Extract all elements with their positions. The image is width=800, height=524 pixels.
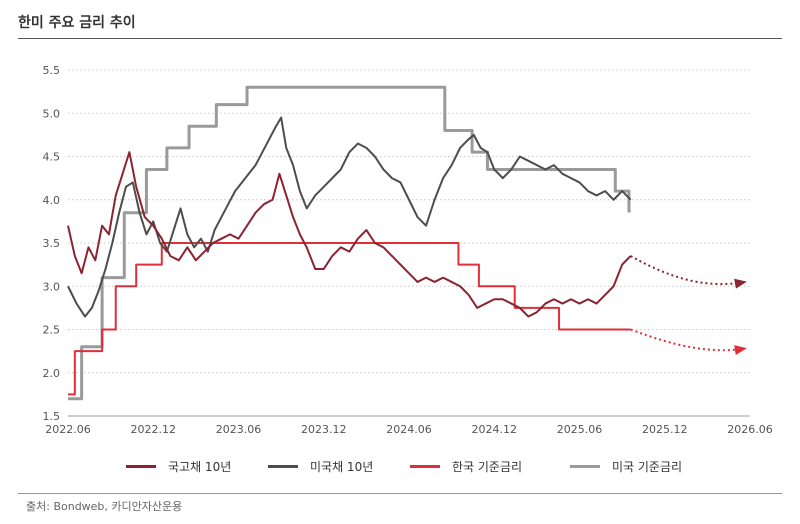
series-layer <box>67 85 632 401</box>
title-divider <box>18 38 782 39</box>
legend-item-us-base: 미국 기준금리 <box>570 458 682 475</box>
x-tick-label: 2022.06 <box>45 423 91 436</box>
x-tick-label: 2023.06 <box>216 423 262 436</box>
chart-title: 한미 주요 금리 추이 <box>18 15 136 31</box>
axes: 1.5 2.0 2.5 3.0 3.5 4.0 4.5 5.0 5.5 2022.06 2022.1… <box>43 64 773 436</box>
x-tick-label: 2024.06 <box>386 423 432 436</box>
legend-label: 한국 기준금리 <box>452 460 523 474</box>
projection-layer <box>630 255 747 355</box>
legend-label: 국고채 10년 <box>168 460 232 474</box>
x-tick-label: 2026.06 <box>727 423 773 436</box>
series-line-2 <box>68 242 631 396</box>
x-tick-label: 2022.12 <box>131 423 177 436</box>
legend-swatch <box>126 465 156 468</box>
y-tick-label: 1.5 <box>43 410 61 423</box>
legend-item-kr-base: 한국 기준금리 <box>410 458 522 475</box>
y-tick-label: 2.0 <box>43 367 61 380</box>
x-tick-label: 2024.12 <box>472 423 518 436</box>
legend-label: 미국 기준금리 <box>612 460 683 474</box>
projection-arrowhead <box>734 345 747 355</box>
x-tick-label: 2025.06 <box>557 423 603 436</box>
projection-line <box>630 328 746 352</box>
grid-lines <box>68 69 750 374</box>
legend-swatch <box>570 465 600 468</box>
y-tick-label: 5.0 <box>43 107 61 120</box>
y-tick-label: 4.0 <box>43 194 61 207</box>
projection-line <box>630 255 746 286</box>
y-tick-label: 4.5 <box>43 151 61 164</box>
legend-item-kr-10y: 국고채 10년 <box>126 458 231 475</box>
y-tick-label: 2.5 <box>43 324 61 337</box>
footer-divider <box>18 493 782 494</box>
legend: 국고채 10년 미국채 10년 한국 기준금리 미국 기준금리 <box>0 458 800 478</box>
legend-swatch <box>410 465 440 468</box>
source-note: 출처: Bondweb, 카디안자산운용 <box>26 500 183 513</box>
y-tick-label: 3.0 <box>43 280 61 293</box>
y-tick-label: 5.5 <box>43 64 61 77</box>
x-tick-label: 2025.12 <box>642 423 688 436</box>
series-line-0 <box>67 151 632 318</box>
series-line-3 <box>68 85 631 401</box>
y-tick-label: 3.5 <box>43 237 61 250</box>
legend-swatch <box>268 465 298 468</box>
legend-label: 미국채 10년 <box>310 460 374 474</box>
x-tick-label: 2023.12 <box>301 423 347 436</box>
projection-arrowhead <box>734 278 747 289</box>
legend-item-us-10y: 미국채 10년 <box>268 458 373 475</box>
